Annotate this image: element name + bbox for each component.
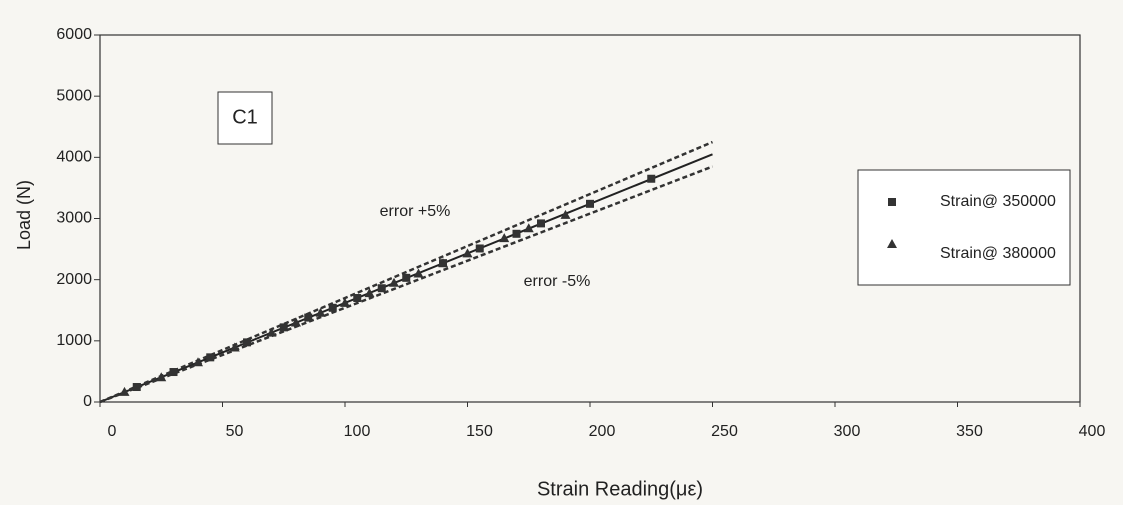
reference-line: [99, 165, 713, 404]
x-tick-label: 400: [1079, 423, 1106, 440]
data-point: [389, 277, 399, 287]
legend-box: [857, 169, 1071, 286]
data-point: [291, 317, 301, 327]
y-tick-label: 3000: [56, 210, 92, 227]
x-tick-label: 150: [466, 423, 493, 440]
data-point: [586, 199, 594, 208]
data-point: [156, 372, 167, 382]
y-tick-label: 2000: [56, 271, 92, 288]
x-tick-label: 250: [711, 423, 738, 440]
data-point: [512, 229, 521, 238]
panel-label-box: [217, 91, 273, 145]
y-tick-label: 5000: [56, 87, 92, 104]
data-point: [169, 368, 178, 377]
data-point: [206, 353, 215, 362]
x-tick-label: 300: [834, 423, 861, 440]
data-point: [499, 233, 510, 243]
x-tick-label: 50: [226, 423, 244, 440]
x-axis-title: Strain Reading(με): [537, 478, 703, 500]
data-point: [377, 284, 386, 293]
data-point: [537, 219, 545, 228]
data-point: [523, 223, 534, 233]
legend-marker: [888, 198, 896, 206]
data-point: [266, 327, 277, 337]
data-point: [353, 294, 362, 303]
y-tick-label: 4000: [56, 149, 92, 166]
data-point: [229, 342, 240, 352]
y-tick-label: 6000: [56, 26, 92, 43]
data-point: [647, 174, 656, 183]
data-point: [315, 307, 326, 317]
data-point: [243, 338, 251, 347]
data-point: [340, 297, 350, 307]
y-axis-title: Load (N): [14, 180, 34, 250]
annotation: error -5%: [524, 273, 591, 290]
data-point: [402, 273, 411, 282]
data-point: [462, 248, 473, 258]
legend-label: Strain@ 380000: [940, 245, 1056, 262]
data-point: [413, 268, 424, 278]
data-point: [193, 357, 203, 367]
data-point: [304, 313, 313, 322]
data-point: [438, 258, 448, 268]
x-tick-label: 100: [344, 423, 371, 440]
data-point: [560, 209, 571, 219]
panel-label: C1: [232, 106, 258, 128]
data-point: [119, 386, 130, 396]
data-point: [279, 323, 288, 332]
annotation: error +5%: [380, 203, 451, 220]
data-point: [364, 288, 375, 298]
y-tick-label: 0: [83, 393, 92, 410]
legend-marker: [887, 239, 897, 248]
x-tick-label: 350: [956, 423, 983, 440]
reference-line: [99, 140, 713, 404]
x-tick-label: 200: [589, 423, 616, 440]
data-point: [475, 244, 484, 253]
x-tick-label: 0: [108, 423, 117, 440]
legend-label: Strain@ 350000: [940, 193, 1056, 210]
data-point: [132, 383, 141, 392]
y-tick-label: 1000: [56, 332, 92, 349]
data-point: [328, 303, 337, 312]
